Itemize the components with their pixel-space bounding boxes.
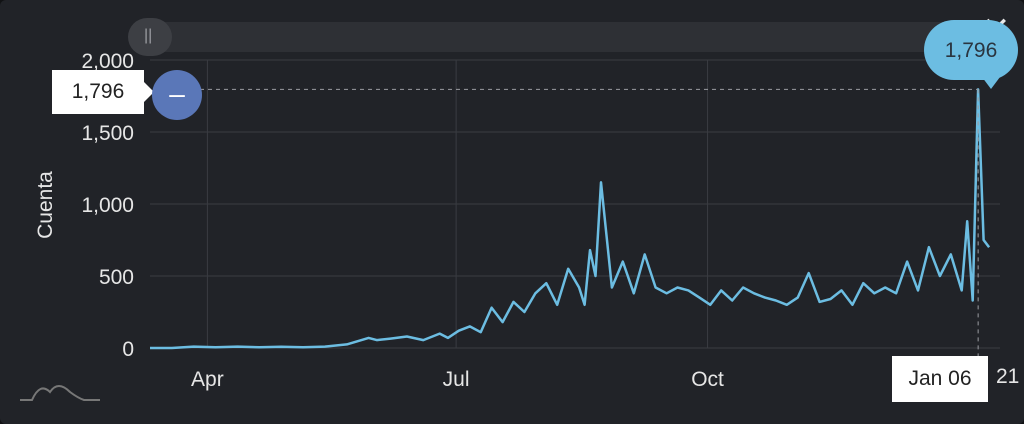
y-tick-label: 1,000 (81, 194, 134, 217)
axis-ticks: 0 500 1,000 1,500 2,000 Apr Jul Oct (81, 50, 724, 391)
grid (150, 59, 1000, 349)
peak-value-bubble: 1,796 (924, 20, 1018, 89)
value-readout-label: 1,796 (52, 70, 154, 114)
scrollbar-handle[interactable]: || (128, 18, 172, 56)
date-readout-label: Jan 06 (892, 356, 988, 402)
y-tick-label: 500 (99, 266, 134, 289)
time-range-scrollbar[interactable] (140, 22, 1012, 52)
y-tick-label: 1,500 (81, 122, 134, 145)
x-tick-label: Apr (191, 368, 224, 391)
series-line (150, 88, 991, 350)
minus-button[interactable]: – (152, 70, 202, 120)
mini-line-chart-icon[interactable] (18, 378, 102, 409)
x-tick-label: Oct (691, 368, 724, 391)
grip-icon: || (144, 27, 153, 44)
year-tick-label: 21 (996, 365, 1020, 388)
series-group (150, 88, 991, 350)
y-axis-title: Cuenta (34, 171, 57, 239)
y-tick-label: 2,000 (81, 50, 134, 73)
crosshair-guides (200, 88, 979, 356)
x-tick-label: Jul (443, 368, 470, 391)
y-tick-label: 0 (122, 338, 134, 361)
